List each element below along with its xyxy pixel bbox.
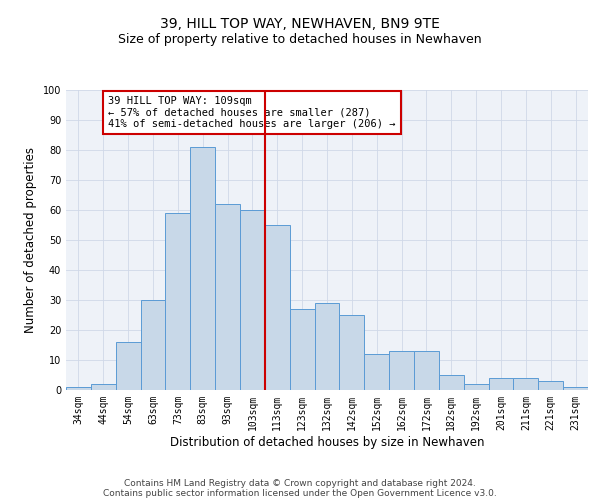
Bar: [464, 384, 488, 390]
X-axis label: Distribution of detached houses by size in Newhaven: Distribution of detached houses by size …: [170, 436, 484, 448]
Bar: [340, 315, 364, 390]
Bar: [389, 351, 414, 390]
Bar: [439, 375, 464, 390]
Bar: [140, 300, 166, 390]
Text: 39, HILL TOP WAY, NEWHAVEN, BN9 9TE: 39, HILL TOP WAY, NEWHAVEN, BN9 9TE: [160, 18, 440, 32]
Bar: [116, 342, 140, 390]
Bar: [538, 381, 563, 390]
Bar: [290, 309, 314, 390]
Text: 39 HILL TOP WAY: 109sqm
← 57% of detached houses are smaller (287)
41% of semi-d: 39 HILL TOP WAY: 109sqm ← 57% of detache…: [108, 96, 396, 129]
Bar: [190, 147, 215, 390]
Bar: [414, 351, 439, 390]
Bar: [488, 378, 514, 390]
Bar: [265, 225, 290, 390]
Text: Contains public sector information licensed under the Open Government Licence v3: Contains public sector information licen…: [103, 488, 497, 498]
Text: Size of property relative to detached houses in Newhaven: Size of property relative to detached ho…: [118, 32, 482, 46]
Bar: [364, 354, 389, 390]
Bar: [91, 384, 116, 390]
Bar: [166, 213, 190, 390]
Bar: [514, 378, 538, 390]
Bar: [563, 387, 588, 390]
Bar: [240, 210, 265, 390]
Text: Contains HM Land Registry data © Crown copyright and database right 2024.: Contains HM Land Registry data © Crown c…: [124, 478, 476, 488]
Y-axis label: Number of detached properties: Number of detached properties: [24, 147, 37, 333]
Bar: [314, 303, 340, 390]
Bar: [215, 204, 240, 390]
Bar: [66, 387, 91, 390]
